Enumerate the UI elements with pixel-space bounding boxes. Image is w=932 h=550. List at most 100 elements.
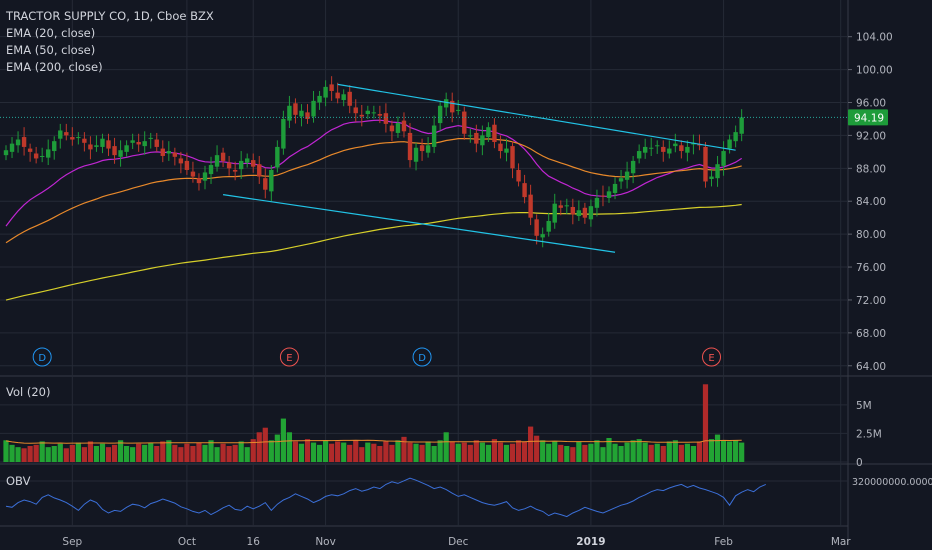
volume-bar — [39, 441, 45, 462]
volume-bar — [365, 442, 371, 462]
price-tick-label: 80.00 — [856, 229, 886, 241]
volume-bar — [117, 440, 124, 462]
volume-bar — [395, 440, 401, 462]
candle-body — [419, 145, 425, 152]
volume-ma-line — [5, 439, 742, 444]
volume-bar — [286, 432, 293, 462]
volume-bar — [316, 444, 323, 462]
candle-body — [269, 169, 274, 192]
candle-body — [100, 138, 105, 147]
trendline — [222, 194, 616, 253]
ema-line-20 — [5, 119, 743, 227]
ema20-legend[interactable]: EMA (20, close) — [6, 26, 96, 40]
volume-bar — [202, 444, 208, 462]
volume-bar — [714, 434, 721, 462]
earnings-event-marker — [702, 347, 722, 367]
candle-body — [52, 141, 57, 152]
candle-body — [468, 135, 473, 137]
candle-body — [251, 160, 256, 167]
candle-body — [64, 132, 69, 136]
candle-body — [630, 160, 636, 174]
candle-body — [486, 127, 491, 138]
earnings-event-marker — [279, 347, 299, 367]
time-tick-label: Sep — [62, 536, 82, 548]
candle-body — [27, 148, 33, 152]
volume-bar — [696, 441, 703, 462]
volume-bar — [558, 444, 564, 462]
candle-body — [504, 148, 509, 153]
candle-body — [148, 137, 153, 139]
candle-body — [76, 137, 81, 139]
candle-body — [697, 144, 702, 146]
volume-bar — [298, 443, 305, 462]
candle-body — [371, 112, 377, 114]
candle-body — [456, 109, 461, 111]
volume-bar — [521, 441, 528, 462]
volume-pane-title[interactable]: Vol (20) — [6, 385, 51, 399]
volume-bar — [93, 446, 100, 462]
volume-bar — [413, 443, 419, 462]
volume-bar — [15, 447, 21, 462]
candle-body — [130, 140, 135, 143]
candle-body — [208, 165, 214, 175]
volume-bar — [383, 441, 389, 462]
dividend-event-label: D — [418, 353, 426, 364]
candle-body — [709, 176, 714, 180]
candle-body — [636, 151, 642, 159]
volume-bar — [196, 442, 202, 462]
candle-body — [281, 118, 286, 149]
volume-bar — [359, 447, 365, 462]
obv-pane-title[interactable]: OBV — [6, 474, 31, 488]
last-price-label: 94.19 — [854, 112, 884, 124]
candle-body — [184, 160, 190, 170]
ema-line-200 — [5, 203, 742, 301]
volume-bar — [111, 444, 118, 462]
price-tick-label: 76.00 — [856, 262, 886, 274]
candle-body — [226, 162, 232, 169]
candle-body — [82, 138, 87, 143]
ema-line-50 — [5, 138, 742, 244]
volume-bar — [419, 444, 425, 462]
volume-bar — [461, 442, 467, 462]
candle-body — [238, 160, 244, 170]
volume-bar — [684, 443, 690, 462]
earnings-event-label: E — [708, 353, 714, 364]
earnings-event-label: E — [286, 353, 292, 364]
price-tick-label: 100.00 — [856, 65, 893, 77]
candle-body — [437, 105, 443, 124]
dividend-event-label: D — [38, 353, 46, 364]
volume-bar — [546, 443, 552, 462]
last-price-badge — [848, 109, 888, 126]
candle-body — [365, 110, 370, 115]
volume-bar — [618, 446, 624, 462]
candle-body — [570, 206, 576, 215]
ema200-legend[interactable]: EMA (200, close) — [6, 60, 103, 74]
volume-bar — [232, 444, 238, 462]
candle-body — [649, 147, 654, 149]
candle-body — [612, 183, 618, 193]
volume-bar — [564, 446, 570, 462]
time-tick-label: Oct — [178, 536, 196, 548]
volume-bar — [87, 441, 94, 462]
volume-bar — [124, 446, 130, 462]
volume-bar — [455, 443, 461, 462]
symbol-title[interactable]: TRACTOR SUPPLY CO, 1D, Cboe BZX — [6, 9, 214, 23]
candle-body — [118, 150, 123, 157]
volume-bar — [431, 446, 437, 462]
volume-bar — [582, 444, 588, 462]
candle-body — [492, 124, 497, 142]
candle-body — [305, 112, 310, 119]
volume-bar — [407, 442, 413, 462]
ema50-legend[interactable]: EMA (50, close) — [6, 43, 96, 57]
trendline — [337, 83, 736, 151]
volume-bar — [353, 440, 359, 462]
candle-body — [202, 172, 208, 181]
volume-bar — [69, 444, 75, 462]
volume-bar — [509, 443, 516, 462]
price-tick-label: 104.00 — [856, 32, 893, 44]
volume-bar — [304, 439, 311, 462]
volume-bar — [600, 447, 606, 462]
volume-bar — [534, 435, 540, 462]
candle-body — [142, 141, 147, 147]
